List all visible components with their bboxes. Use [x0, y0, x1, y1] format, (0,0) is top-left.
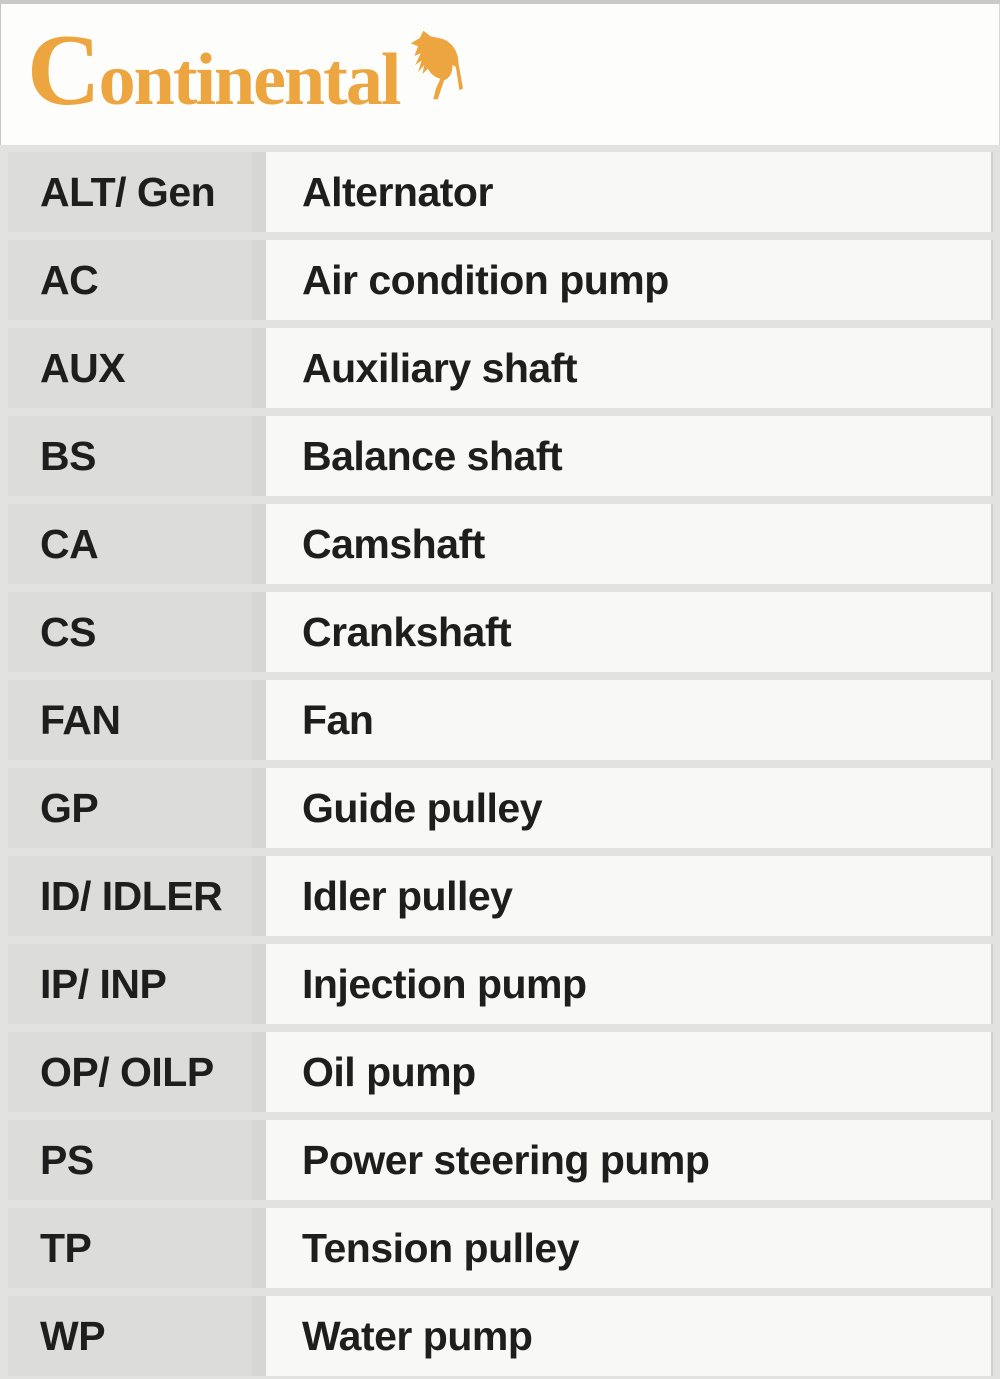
meaning-cell: Injection pump: [266, 944, 993, 1024]
meaning-text: Fan: [302, 696, 374, 743]
top-border: [0, 0, 1000, 4]
abbreviation-cell: OP/ OILP: [8, 1032, 252, 1112]
legend-row: PS Power steering pump: [8, 1120, 1000, 1200]
meaning-text: Auxiliary shaft: [302, 344, 578, 391]
legend-row: WP Water pump: [8, 1296, 1000, 1376]
legend-row: OP/ OILP Oil pump: [8, 1032, 1000, 1112]
column-divider: [252, 944, 266, 1024]
column-divider: [252, 856, 266, 936]
legend-row: IP/ INP Injection pump: [8, 944, 1000, 1024]
meaning-text: Injection pump: [302, 960, 587, 1007]
meaning-cell: Alternator: [266, 152, 993, 232]
abbreviation-cell: PS: [8, 1120, 252, 1200]
abbreviation-cell: ALT/ Gen: [8, 152, 252, 232]
column-divider: [252, 1032, 266, 1112]
meaning-cell: Fan: [266, 680, 993, 760]
logo-wordmark: Continental: [27, 13, 401, 127]
meaning-text: Alternator: [302, 168, 493, 215]
abbreviation-text: WP: [40, 1312, 106, 1359]
meaning-text: Idler pulley: [302, 872, 513, 919]
meaning-cell: Guide pulley: [266, 768, 993, 848]
rearing-horse-icon: [409, 28, 464, 107]
column-divider: [252, 592, 266, 672]
meaning-cell: Tension pulley: [266, 1208, 993, 1288]
meaning-text: Camshaft: [302, 520, 485, 567]
legend-row: GP Guide pulley: [8, 768, 1000, 848]
header: Continental: [0, 4, 1000, 145]
meaning-text: Tension pulley: [302, 1224, 580, 1271]
meaning-text: Power steering pump: [302, 1136, 710, 1183]
legend-row: ID/ IDLER Idler pulley: [8, 856, 1000, 936]
meaning-cell: Oil pump: [266, 1032, 993, 1112]
legend-row: FAN Fan: [8, 680, 1000, 760]
abbreviation-text: AC: [40, 256, 99, 303]
legend-row: AUX Auxiliary shaft: [8, 328, 1000, 408]
abbreviation-text: TP: [40, 1224, 92, 1271]
legend-row: BS Balance shaft: [8, 416, 1000, 496]
abbreviation-cell: ID/ IDLER: [8, 856, 252, 936]
column-divider: [252, 768, 266, 848]
abbreviation-text: CA: [40, 520, 99, 567]
legend-row: CS Crankshaft: [8, 592, 1000, 672]
column-divider: [252, 328, 266, 408]
meaning-cell: Balance shaft: [266, 416, 993, 496]
column-divider: [252, 1120, 266, 1200]
meaning-text: Air condition pump: [302, 256, 669, 303]
column-divider: [252, 680, 266, 760]
meaning-cell: Idler pulley: [266, 856, 993, 936]
meaning-cell: Power steering pump: [266, 1120, 993, 1200]
meaning-cell: Crankshaft: [266, 592, 993, 672]
legend-row: TP Tension pulley: [8, 1208, 1000, 1288]
legend-row: CA Camshaft: [8, 504, 1000, 584]
abbreviation-cell: WP: [8, 1296, 252, 1376]
abbreviation-cell: GP: [8, 768, 252, 848]
abbreviation-text: ID/ IDLER: [40, 872, 223, 919]
abbreviation-cell: CS: [8, 592, 252, 672]
meaning-text: Guide pulley: [302, 784, 543, 831]
meaning-text: Water pump: [302, 1312, 533, 1359]
meaning-cell: Air condition pump: [266, 240, 993, 320]
abbreviation-cell: AUX: [8, 328, 252, 408]
meaning-text: Crankshaft: [302, 608, 512, 655]
abbreviation-cell: AC: [8, 240, 252, 320]
abbreviation-text: AUX: [40, 344, 126, 391]
column-divider: [252, 504, 266, 584]
abbreviation-text: ALT/ Gen: [40, 168, 216, 215]
abbreviation-text: OP/ OILP: [40, 1048, 214, 1095]
abbreviation-cell: CA: [8, 504, 252, 584]
legend-row: ALT/ Gen Alternator: [8, 152, 1000, 232]
meaning-cell: Camshaft: [266, 504, 993, 584]
abbreviation-text: PS: [40, 1136, 94, 1183]
column-divider: [252, 416, 266, 496]
abbreviation-text: IP/ INP: [40, 960, 167, 1007]
column-divider: [252, 1208, 266, 1288]
abbreviation-cell: BS: [8, 416, 252, 496]
abbreviation-text: BS: [40, 432, 96, 479]
legend-row: AC Air condition pump: [8, 240, 1000, 320]
column-divider: [252, 152, 266, 232]
continental-logo: Continental: [27, 13, 464, 127]
meaning-text: Balance shaft: [302, 432, 563, 479]
meaning-cell: Water pump: [266, 1296, 993, 1376]
abbreviation-text: GP: [40, 784, 99, 831]
abbreviation-cell: FAN: [8, 680, 252, 760]
meaning-cell: Auxiliary shaft: [266, 328, 993, 408]
abbreviation-cell: TP: [8, 1208, 252, 1288]
abbreviation-text: CS: [40, 608, 96, 655]
column-divider: [252, 240, 266, 320]
meaning-text: Oil pump: [302, 1048, 476, 1095]
abbreviation-text: FAN: [40, 696, 121, 743]
abbreviation-cell: IP/ INP: [8, 944, 252, 1024]
legend-table: ALT/ Gen Alternator AC Air condition pum…: [0, 152, 1000, 1376]
column-divider: [252, 1296, 266, 1376]
